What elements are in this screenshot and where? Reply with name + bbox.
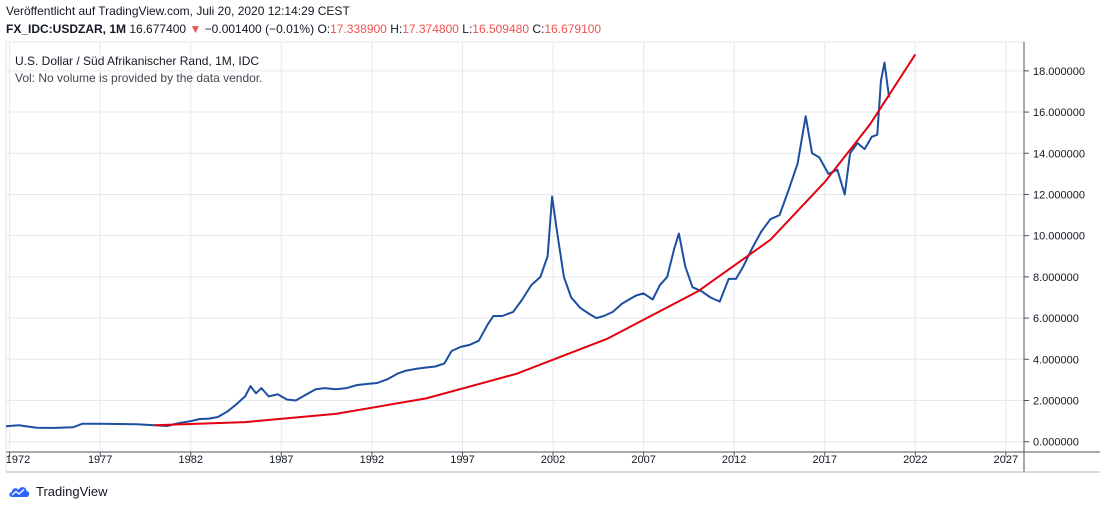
ohlc-bar: FX_IDC:USDZAR, 1M 16.677400 ▼ −0.001400 … <box>6 22 601 36</box>
y-tick-label: 16.000000 <box>1033 107 1085 119</box>
x-tick-label: 2002 <box>541 454 565 466</box>
x-tick-label: 1972 <box>6 454 30 466</box>
close-label: C: <box>532 22 545 36</box>
y-axis-ticks[interactable]: 0.000000 2.000000 4.000000 6.000000 8.000000… <box>1033 66 1085 449</box>
tradingview-cloud-icon <box>9 487 30 497</box>
volume-note: Vol: No volume is provided by the data v… <box>15 71 263 85</box>
tradingview-brand[interactable]: TradingView <box>8 482 108 500</box>
y-tick-label: 10.000000 <box>1033 231 1085 243</box>
x-tick-label: 1987 <box>269 454 293 466</box>
last-price: 16.677400 <box>129 22 187 36</box>
y-tick-label: 6.000000 <box>1033 313 1079 325</box>
x-tick-label: 2012 <box>722 454 746 466</box>
y-tick-label: 2.000000 <box>1033 395 1079 407</box>
high-label: H: <box>390 22 403 36</box>
price-change: −0.001400 (−0.01%) <box>204 22 315 36</box>
published-note: Veröffentlicht auf TradingView.com, Juli… <box>6 4 350 18</box>
change-down-icon: ▼ <box>189 22 202 36</box>
open-label: O: <box>317 22 331 36</box>
x-tick-label: 2007 <box>631 454 655 466</box>
x-tick-label: 1977 <box>88 454 112 466</box>
y-tick-label: 8.000000 <box>1033 272 1079 284</box>
y-tick-label: 4.000000 <box>1033 354 1079 366</box>
chart-series <box>5 53 917 429</box>
y-tick-label: 12.000000 <box>1033 189 1085 201</box>
high-value: 17.374800 <box>402 22 459 36</box>
low-value: 16.509480 <box>472 22 530 36</box>
x-tick-label: 1982 <box>179 454 203 466</box>
usdzar-price-line <box>5 61 891 429</box>
x-tick-label: 2017 <box>813 454 837 466</box>
x-tick-label: 2027 <box>994 454 1018 466</box>
symbol-label[interactable]: FX_IDC:USDZAR, 1M <box>6 22 127 36</box>
low-label: L: <box>462 22 473 36</box>
x-axis-ticks: 1972 1977 1982 1987 1992 1997 2002 2007 2012 2017… <box>6 454 1018 466</box>
close-value: 16.679100 <box>544 22 602 36</box>
x-tick-label: 2022 <box>903 454 927 466</box>
trend-curve <box>154 53 917 427</box>
chart-axes <box>5 41 1100 473</box>
chart-legend-title: U.S. Dollar / Süd Afrikanischer Rand, 1M… <box>15 54 260 68</box>
y-tick-label: 18.000000 <box>1033 66 1085 78</box>
y-tick-label: 0.000000 <box>1033 437 1079 449</box>
chart-grid <box>6 42 1024 452</box>
brand-name: TradingView <box>36 483 108 499</box>
open-value: 17.338900 <box>330 22 387 36</box>
y-tick-label: 14.000000 <box>1033 148 1085 160</box>
x-tick-label: 1992 <box>360 454 384 466</box>
x-tick-label: 1997 <box>450 454 474 466</box>
